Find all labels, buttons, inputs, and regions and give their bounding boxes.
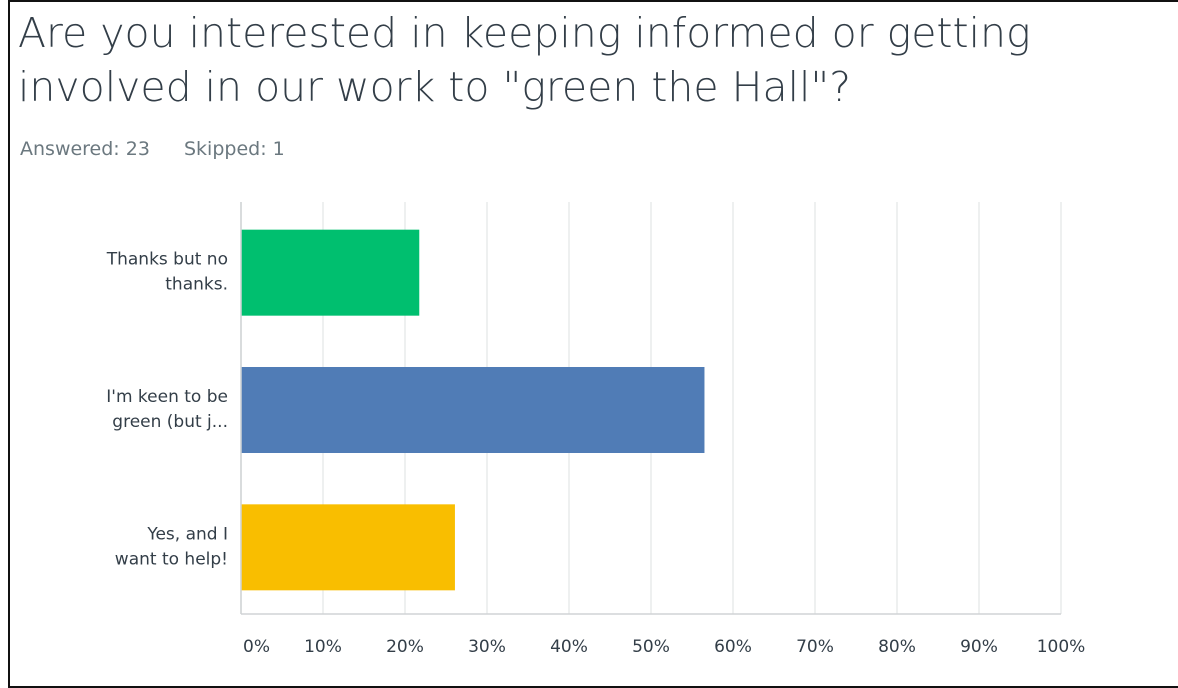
tick-label: 30%	[468, 637, 506, 657]
category-label-line: thanks.	[165, 275, 228, 295]
response-stats: Answered: 23 Skipped: 1	[20, 138, 313, 160]
tick-label: 100%	[1037, 637, 1086, 657]
answered-count: Answered: 23	[20, 138, 150, 160]
x-axis-ticks: 0% 10% 20% 30% 40% 50% 60% 70% 80% 90% 100%	[243, 637, 1085, 657]
category-labels: Thanks but no thanks. I'm keen to be green …	[106, 250, 228, 570]
category-label-line: Yes, and I	[146, 524, 228, 544]
category-label: I'm keen to be green (but j...	[106, 387, 228, 432]
skipped-count: Skipped: 1	[183, 138, 285, 160]
tick-label: 90%	[960, 637, 998, 657]
bar	[241, 504, 455, 591]
tick-label: 50%	[632, 637, 670, 657]
category-label-line: Thanks but no	[106, 250, 228, 270]
category-label: Thanks but no thanks.	[106, 250, 228, 295]
bars	[241, 229, 705, 591]
tick-label: 40%	[550, 637, 588, 657]
category-label-line: green (but j...	[112, 412, 228, 432]
tick-label: 0%	[243, 637, 270, 657]
tick-label: 20%	[386, 637, 424, 657]
tick-label: 60%	[714, 637, 752, 657]
tick-label: 70%	[796, 637, 834, 657]
tick-label: 80%	[878, 637, 916, 657]
tick-label: 10%	[304, 637, 342, 657]
category-label: Yes, and I want to help!	[115, 524, 228, 569]
category-label-line: want to help!	[115, 549, 228, 569]
bar	[241, 229, 420, 316]
bar	[241, 367, 705, 453]
category-label-line: I'm keen to be	[106, 387, 228, 407]
question-title: Are you interested in keeping informed o…	[18, 9, 1031, 111]
